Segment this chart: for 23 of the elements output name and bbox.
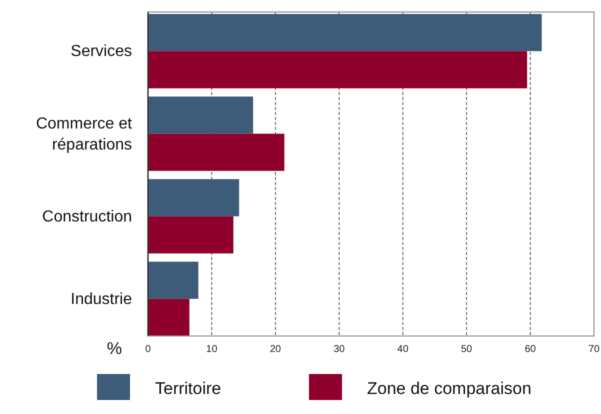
bar	[148, 216, 234, 254]
x-tick-label: 30	[334, 344, 346, 355]
bar	[148, 14, 542, 52]
bar	[148, 134, 284, 171]
y-tick-label: Services	[70, 43, 132, 60]
x-tick-label: 50	[461, 344, 473, 355]
bar	[148, 96, 254, 134]
y-tick-label: Construction	[42, 208, 132, 226]
y-tick-label: Industrie	[70, 290, 132, 308]
legend-label: Territoire	[155, 379, 222, 398]
x-axis-title: %	[106, 339, 122, 358]
x-tick-label: 70	[588, 344, 600, 355]
bar	[148, 179, 240, 216]
x-tick-label: 20	[270, 344, 282, 355]
x-tick-label: 60	[524, 344, 536, 355]
bar	[148, 298, 190, 336]
y-tick-label: Commerce et réparations	[36, 116, 133, 154]
bar	[148, 262, 198, 299]
legend-label: Zone de comparaison	[367, 379, 532, 398]
bar	[148, 51, 528, 88]
x-tick-label: 0	[145, 344, 152, 355]
x-tick-label: 40	[397, 344, 409, 355]
x-tick-label: 10	[206, 344, 218, 355]
